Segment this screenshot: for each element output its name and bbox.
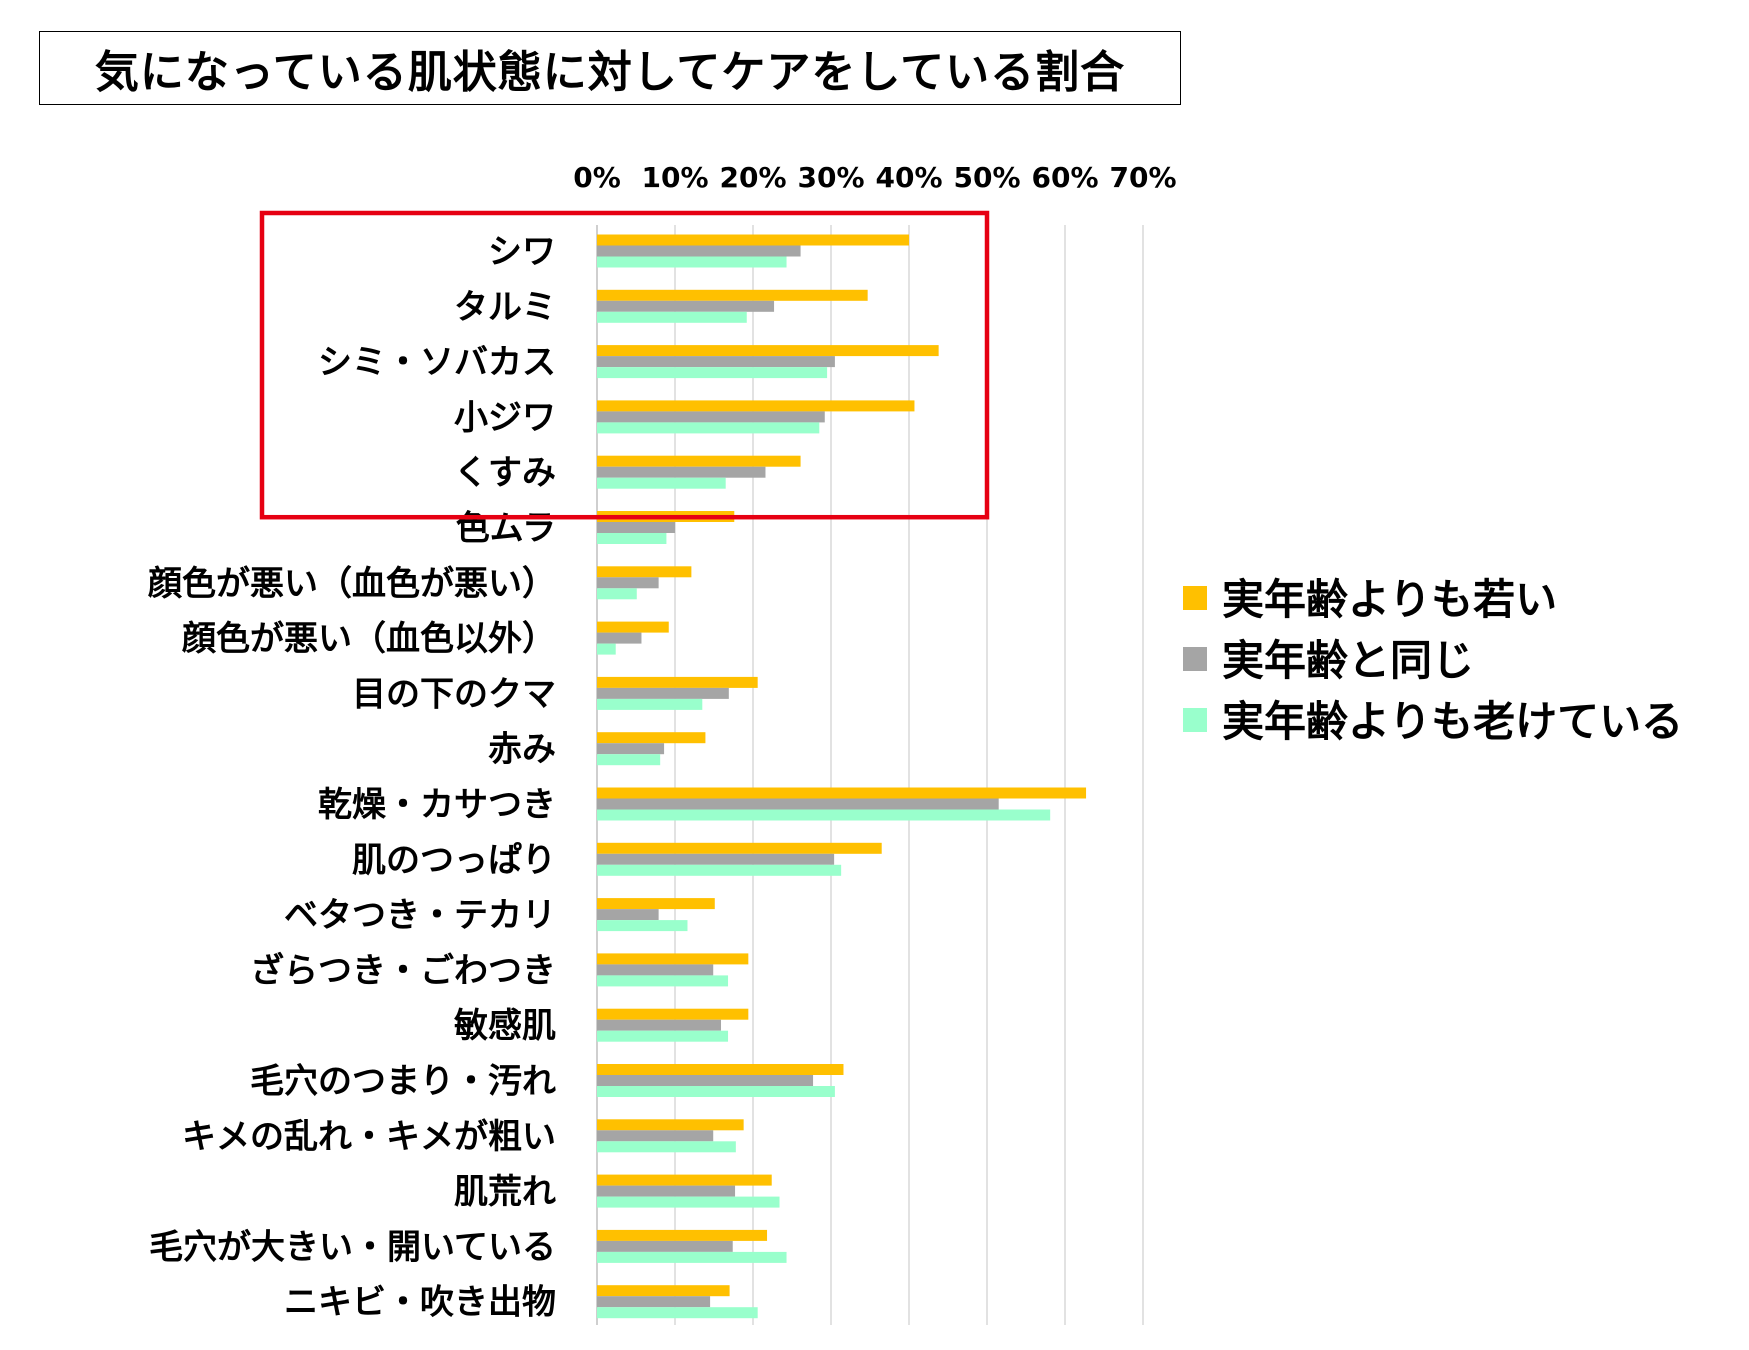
bar bbox=[597, 964, 714, 976]
category-label: くすみ bbox=[454, 453, 556, 493]
bar bbox=[597, 1141, 736, 1153]
bar bbox=[597, 953, 749, 965]
x-tick-label: 0% bbox=[573, 161, 621, 194]
bar bbox=[597, 809, 1051, 821]
bar bbox=[597, 345, 939, 357]
x-tick-label: 20% bbox=[719, 161, 786, 194]
bar bbox=[597, 300, 775, 312]
bar bbox=[597, 289, 868, 301]
category-label: シワ bbox=[488, 232, 556, 272]
bar bbox=[597, 367, 828, 379]
bar bbox=[597, 1174, 772, 1186]
bar bbox=[597, 754, 661, 766]
x-tick-label: 40% bbox=[875, 161, 942, 194]
bar bbox=[597, 455, 801, 467]
category-label: ベタつき・テカリ bbox=[284, 896, 556, 936]
category-label: 毛穴のつまり・汚れ bbox=[250, 1062, 556, 1102]
bar bbox=[597, 676, 758, 688]
bar bbox=[597, 411, 825, 423]
legend-label: 実年齢よりも老けている bbox=[1222, 697, 1683, 746]
category-label: 毛穴が大きい・開いている bbox=[149, 1227, 556, 1267]
bar bbox=[597, 1185, 736, 1197]
bar bbox=[597, 588, 637, 600]
category-label: 小ジワ bbox=[454, 398, 556, 438]
bar bbox=[597, 1240, 733, 1252]
category-label: 敏感肌 bbox=[454, 1006, 556, 1046]
x-tick-label: 50% bbox=[953, 161, 1020, 194]
bar bbox=[597, 311, 747, 323]
bar bbox=[597, 1296, 711, 1308]
bar bbox=[597, 1196, 780, 1208]
category-label: シミ・ソバカス bbox=[318, 343, 556, 383]
bar bbox=[597, 234, 909, 246]
bar bbox=[597, 632, 642, 644]
bar bbox=[597, 787, 1087, 799]
bar bbox=[597, 1019, 722, 1031]
category-label: ニキビ・吹き出物 bbox=[284, 1283, 556, 1323]
category-label: 乾燥・カサつき bbox=[318, 785, 556, 825]
bar bbox=[597, 798, 999, 810]
category-label: 顔色が悪い（血色以外） bbox=[182, 619, 556, 659]
bar bbox=[597, 245, 801, 257]
legend-label: 実年齢と同じ bbox=[1222, 636, 1474, 685]
category-label: ざらつき・ごわつき bbox=[250, 951, 556, 991]
category-label: 肌荒れ bbox=[454, 1172, 556, 1212]
bar bbox=[597, 1307, 758, 1319]
legend-swatch bbox=[1183, 586, 1207, 610]
bar bbox=[597, 864, 842, 876]
bar bbox=[597, 975, 729, 987]
bar bbox=[597, 1008, 749, 1020]
bar bbox=[597, 687, 729, 699]
bar bbox=[597, 533, 667, 544]
chart-title: 気になっている肌状態に対してケアをしている割合 bbox=[39, 31, 1181, 105]
category-label: キメの乱れ・キメが粗い bbox=[182, 1117, 556, 1157]
category-label: 顔色が悪い（血色が悪い） bbox=[148, 564, 556, 604]
legend-swatch bbox=[1183, 708, 1207, 732]
x-tick-label: 70% bbox=[1109, 161, 1176, 194]
category-label: 赤み bbox=[488, 730, 556, 770]
bar bbox=[597, 1119, 744, 1131]
category-label: 色ムラ bbox=[456, 509, 556, 549]
bar bbox=[597, 577, 659, 589]
bar bbox=[597, 920, 688, 932]
legend-label: 実年齢よりも若い bbox=[1222, 575, 1557, 624]
x-tick-label: 60% bbox=[1031, 161, 1098, 194]
bar bbox=[597, 477, 726, 489]
bar bbox=[597, 621, 669, 633]
bar bbox=[597, 400, 915, 412]
bar bbox=[597, 1086, 835, 1097]
bar bbox=[597, 466, 766, 478]
bar bbox=[597, 909, 659, 921]
bar bbox=[597, 1064, 844, 1075]
bar bbox=[597, 1030, 729, 1042]
bar bbox=[597, 732, 706, 744]
bar bbox=[597, 1130, 714, 1142]
bar bbox=[597, 256, 787, 268]
bar bbox=[597, 743, 665, 755]
bar bbox=[597, 1285, 730, 1297]
bar bbox=[597, 1229, 768, 1241]
category-label: 目の下のクマ bbox=[352, 674, 556, 714]
bar bbox=[597, 842, 882, 854]
category-label: タルミ bbox=[454, 287, 556, 327]
bar bbox=[597, 853, 835, 865]
bar bbox=[597, 1251, 787, 1263]
bar bbox=[597, 522, 675, 533]
bar bbox=[597, 566, 692, 578]
bar bbox=[597, 422, 820, 434]
bar bbox=[597, 356, 835, 368]
x-tick-label: 30% bbox=[797, 161, 864, 194]
bar bbox=[597, 1075, 814, 1086]
highlight-box bbox=[259, 210, 990, 520]
x-tick-label: 10% bbox=[641, 161, 708, 194]
bar bbox=[597, 698, 703, 710]
bar bbox=[597, 898, 715, 910]
category-label: 肌のつっぱり bbox=[352, 840, 556, 880]
bar bbox=[597, 643, 616, 655]
legend-swatch bbox=[1183, 647, 1207, 671]
